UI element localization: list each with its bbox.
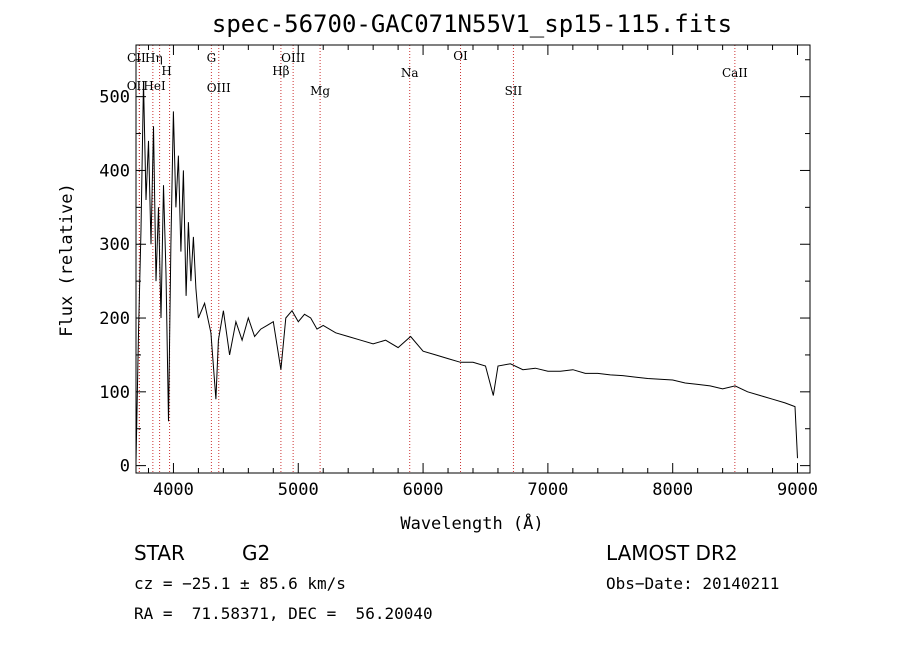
survey-name: LAMOST DR2 xyxy=(606,541,738,565)
emission-line-label: OIII xyxy=(281,51,305,65)
object-class: STAR xyxy=(134,541,185,565)
y-tick-label: 0 xyxy=(120,457,130,477)
x-tick-label: 4000 xyxy=(153,480,194,500)
y-tick-label: 300 xyxy=(99,235,130,255)
emission-line-label: OIII xyxy=(207,81,231,95)
y-axis-label: Flux (relative) xyxy=(57,183,77,337)
series-layer xyxy=(135,81,798,462)
plot-frame xyxy=(135,44,811,474)
redshift-velocity: cz = −25.1 ± 85.6 km/s xyxy=(134,574,346,593)
observation-date: Obs−Date: 20140211 xyxy=(606,574,780,593)
emission-line-label: CaII xyxy=(722,66,748,80)
x-tick-label: 5000 xyxy=(278,480,319,500)
emission-line-label: SII xyxy=(505,84,523,98)
y-tick-label: 100 xyxy=(99,383,130,403)
x-tick-label: 7000 xyxy=(527,480,568,500)
sky-coordinates: RA = 71.58371, DEC = 56.20040 xyxy=(134,604,433,623)
x-tick-label: 6000 xyxy=(403,480,444,500)
y-tick-label: 200 xyxy=(99,309,130,329)
emission-line-label: OI xyxy=(453,49,468,63)
y-tick-label: 400 xyxy=(99,161,130,181)
spectral-subclass: G2 xyxy=(242,541,271,565)
y-tick-label: 500 xyxy=(99,88,130,108)
emission-line-label: HeI xyxy=(143,79,166,93)
emission-line-label: Hη xyxy=(145,51,163,65)
emission-line-label: Mg xyxy=(310,84,330,98)
x-tick-label: 8000 xyxy=(652,480,693,500)
emission-line-label: Hβ xyxy=(272,64,289,78)
x-axis-label: Wavelength (Å) xyxy=(400,512,543,534)
x-tick-label: 9000 xyxy=(777,480,818,500)
spectrum-line xyxy=(135,81,798,462)
emission-line-label: G xyxy=(207,51,217,65)
chart-title: spec-56700-GAC071N55V1_sp15-115.fits xyxy=(212,10,732,38)
emission-line-label: Na xyxy=(401,66,419,80)
y-axis: 0 100 200 300 400 500 xyxy=(99,59,810,477)
x-axis: 4000 5000 6000 7000 8000 9000 xyxy=(147,45,818,500)
emission-line-label: H xyxy=(161,64,171,78)
